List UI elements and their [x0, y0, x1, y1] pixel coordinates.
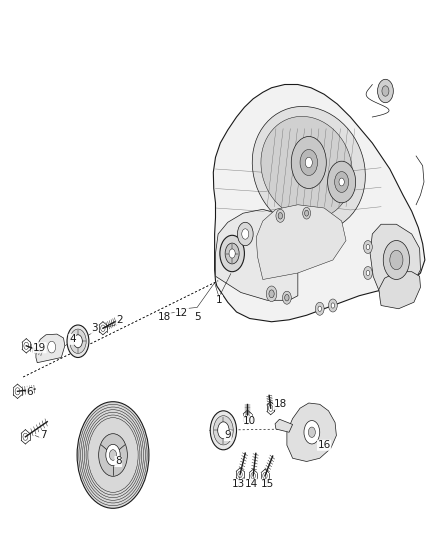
- Circle shape: [214, 416, 233, 445]
- Circle shape: [315, 302, 324, 315]
- Circle shape: [283, 291, 291, 304]
- Circle shape: [305, 157, 312, 168]
- Text: 12: 12: [175, 308, 188, 318]
- Circle shape: [300, 149, 318, 175]
- Circle shape: [304, 211, 308, 216]
- Polygon shape: [275, 419, 293, 432]
- Circle shape: [48, 341, 56, 353]
- Circle shape: [364, 266, 372, 279]
- Circle shape: [210, 411, 237, 450]
- Ellipse shape: [252, 107, 365, 231]
- Circle shape: [99, 434, 127, 477]
- Text: 1: 1: [215, 295, 223, 305]
- Circle shape: [318, 306, 321, 311]
- Text: 18: 18: [158, 312, 171, 321]
- Circle shape: [269, 290, 274, 298]
- Circle shape: [225, 243, 239, 264]
- Circle shape: [331, 303, 335, 308]
- Circle shape: [242, 229, 249, 239]
- Circle shape: [67, 325, 89, 358]
- Circle shape: [304, 421, 320, 444]
- Circle shape: [70, 329, 86, 353]
- Circle shape: [74, 335, 82, 348]
- Polygon shape: [370, 224, 420, 296]
- Circle shape: [303, 207, 311, 219]
- Polygon shape: [215, 209, 298, 300]
- Text: 16: 16: [318, 440, 331, 450]
- Circle shape: [364, 240, 372, 254]
- Circle shape: [291, 136, 326, 189]
- Circle shape: [266, 286, 277, 302]
- Circle shape: [276, 209, 285, 222]
- Circle shape: [278, 213, 283, 219]
- Circle shape: [328, 299, 337, 312]
- Text: 10: 10: [243, 416, 256, 426]
- Circle shape: [237, 222, 253, 246]
- Polygon shape: [213, 85, 425, 322]
- Text: 3: 3: [91, 323, 98, 333]
- Text: 14: 14: [245, 479, 258, 489]
- Circle shape: [308, 427, 315, 438]
- Polygon shape: [256, 205, 346, 279]
- Circle shape: [378, 79, 393, 103]
- Text: 9: 9: [224, 431, 231, 440]
- Circle shape: [285, 294, 289, 301]
- Text: 15: 15: [261, 479, 274, 489]
- Text: 6: 6: [26, 387, 33, 397]
- Polygon shape: [287, 403, 336, 462]
- Text: 7: 7: [39, 431, 46, 440]
- Text: 8: 8: [115, 456, 122, 466]
- Circle shape: [335, 172, 349, 192]
- Polygon shape: [379, 272, 420, 309]
- Circle shape: [382, 86, 389, 96]
- Circle shape: [229, 249, 235, 258]
- Circle shape: [390, 251, 403, 270]
- Text: 19: 19: [33, 343, 46, 353]
- Ellipse shape: [261, 116, 352, 219]
- Circle shape: [339, 178, 344, 186]
- Circle shape: [220, 235, 244, 272]
- Circle shape: [110, 450, 117, 461]
- Circle shape: [383, 240, 410, 279]
- Circle shape: [366, 245, 370, 249]
- Circle shape: [218, 422, 229, 439]
- Text: 18: 18: [274, 399, 287, 409]
- Polygon shape: [36, 334, 65, 362]
- Circle shape: [106, 445, 120, 466]
- Text: 4: 4: [69, 334, 76, 344]
- Text: 13: 13: [232, 479, 245, 489]
- Circle shape: [77, 402, 149, 508]
- Text: 2: 2: [116, 315, 123, 325]
- Circle shape: [366, 270, 370, 276]
- Text: 5: 5: [194, 312, 201, 321]
- Circle shape: [328, 161, 356, 203]
